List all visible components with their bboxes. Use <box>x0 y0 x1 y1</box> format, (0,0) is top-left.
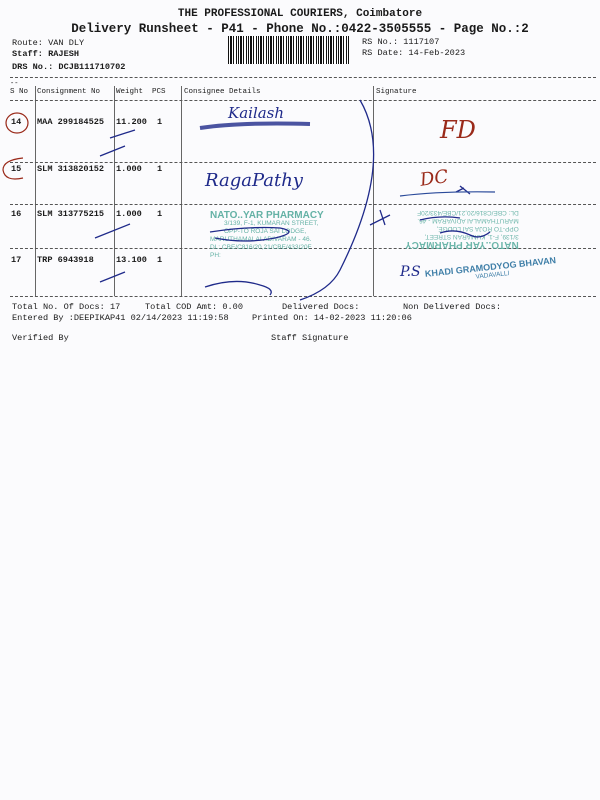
drs-number: DRS No.: DCJB111710702 <box>12 62 126 72</box>
row-consignment: SLM 313820152 <box>37 164 105 174</box>
stamp-line: MARUTHAMALAI ADIVARAM - 46. <box>210 236 312 243</box>
handwritten-signature: DC <box>418 166 450 191</box>
row-consignment: TRP 6943918 <box>37 255 94 265</box>
row-weight: 13.100 <box>116 255 147 265</box>
row-sno: 16 <box>11 209 22 219</box>
rs-date: RS Date: 14-Feb-2023 <box>362 48 466 58</box>
non-delivered-docs: Non Delivered Docs: <box>403 302 501 312</box>
row-pcs: 1 <box>157 117 163 127</box>
col-pcs: PCS <box>152 88 166 96</box>
dash-mark: -- <box>10 80 19 88</box>
stamp-name: NATO..YAR PHARMACY <box>210 210 324 221</box>
row-consignment: MAA 299184525 <box>37 117 105 127</box>
column-divider <box>35 86 36 296</box>
row-pcs: 1 <box>157 164 163 174</box>
row-pcs: 1 <box>157 255 163 265</box>
total-docs: Total No. Of Docs: 17 <box>12 302 121 312</box>
row-weight: 11.200 <box>116 117 147 127</box>
handwritten-signature: FD <box>440 116 476 144</box>
col-signature: Signature <box>376 88 417 96</box>
row-sno: 15 <box>11 164 22 174</box>
col-weight: Weight <box>116 88 144 96</box>
row-consignment: SLM 313775215 <box>37 209 105 219</box>
divider <box>10 204 596 205</box>
col-consignee: Consignee Details <box>184 88 261 96</box>
company-title: THE PROFESSIONAL COURIERS, Coimbatore <box>177 8 423 20</box>
divider <box>10 162 596 163</box>
stamp-line: PH: <box>210 252 221 259</box>
row-weight: 1.000 <box>116 164 142 174</box>
total-cod: Total COD Amt: 0.00 <box>145 302 243 312</box>
rs-number: RS No.: 1117107 <box>362 37 440 47</box>
row-pcs: 1 <box>157 209 163 219</box>
column-divider <box>114 86 115 296</box>
handwritten-signature: P.S <box>400 264 421 280</box>
stamp-name: NATO..YAR PHARMACY <box>405 239 519 250</box>
row-sno: 14 <box>11 117 22 127</box>
row-sno: 17 <box>11 255 22 265</box>
runsheet-title: Delivery Runsheet - P41 - Phone No.:0422… <box>71 22 529 36</box>
col-sno: S No <box>10 88 29 96</box>
verified-by: Verified By <box>12 333 69 343</box>
pharmacy-stamp-mirrored: NATO..YAR PHARMACY 3/139, F-1, KUMARAN S… <box>405 208 519 250</box>
staff-label: Staff: RAJESH <box>12 49 80 59</box>
stamp-line: DL: CBE/C816/20,21/CBE/433/20F <box>210 244 312 251</box>
stamp-line: OPP-TO ROJA SAI LODGE, <box>436 225 519 232</box>
route-label: Route: VAN DLY <box>12 38 85 48</box>
stamp-line: DL: CBE/C816/20,21/CBE/433/20F <box>417 209 519 216</box>
column-divider <box>181 86 182 296</box>
barcode <box>228 36 350 64</box>
divider <box>10 77 596 78</box>
pharmacy-stamp: NATO..YAR PHARMACY 3/139, F-1, KUMARAN S… <box>210 210 324 260</box>
handwritten-consignee: RagaPathy <box>205 170 303 191</box>
col-consignment: Consignment No <box>37 88 101 96</box>
delivered-docs: Delivered Docs: <box>282 302 360 312</box>
handwritten-consignee: Kailash <box>228 104 285 122</box>
entered-by: Entered By :DEEPIKAP41 02/14/2023 11:19:… <box>12 313 229 323</box>
stamp-line: OPP-TO ROJA SAI LODGE, <box>224 228 307 235</box>
stamp-line: MARUTHAMALAI ADIVARAM - 46. <box>417 217 519 224</box>
khadi-stamp: KHADI GRAMODYOG BHAVAN VADAVALLI <box>424 255 557 286</box>
printed-on: Printed On: 14-02-2023 11:20:06 <box>252 313 412 323</box>
divider <box>10 296 596 297</box>
column-divider <box>373 86 374 296</box>
row-weight: 1.000 <box>116 209 142 219</box>
divider <box>10 100 596 101</box>
staff-signature: Staff Signature <box>271 333 349 343</box>
stamp-line: 3/139, F-1, KUMARAN STREET, <box>224 220 319 227</box>
